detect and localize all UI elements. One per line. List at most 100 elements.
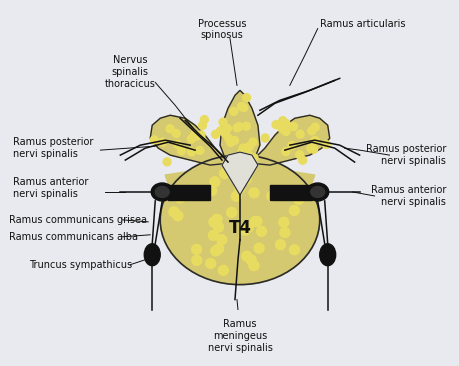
Circle shape	[282, 119, 290, 127]
Circle shape	[308, 127, 316, 135]
Circle shape	[246, 142, 253, 150]
Circle shape	[230, 137, 239, 145]
Circle shape	[231, 191, 241, 201]
Circle shape	[290, 245, 299, 255]
Circle shape	[279, 217, 289, 227]
Circle shape	[249, 261, 259, 270]
Polygon shape	[150, 115, 230, 165]
Text: Processus
spinosus: Processus spinosus	[198, 19, 246, 40]
Circle shape	[288, 142, 296, 150]
Circle shape	[311, 123, 319, 131]
Circle shape	[193, 132, 201, 140]
Circle shape	[213, 222, 224, 232]
Text: T4: T4	[229, 219, 252, 237]
Circle shape	[299, 156, 307, 164]
Circle shape	[257, 226, 267, 236]
Polygon shape	[220, 90, 260, 163]
Circle shape	[230, 107, 238, 115]
Circle shape	[174, 141, 182, 148]
Ellipse shape	[151, 183, 173, 201]
Circle shape	[174, 193, 185, 203]
Circle shape	[235, 184, 245, 194]
Circle shape	[252, 216, 262, 226]
Circle shape	[163, 158, 171, 166]
Circle shape	[280, 228, 290, 238]
Circle shape	[208, 230, 218, 240]
Circle shape	[219, 118, 227, 126]
Polygon shape	[168, 185, 210, 200]
Circle shape	[210, 177, 220, 187]
Circle shape	[267, 191, 277, 201]
Circle shape	[188, 148, 196, 156]
Circle shape	[242, 122, 251, 130]
Ellipse shape	[307, 183, 329, 201]
Circle shape	[278, 125, 286, 133]
Text: Ramus posterior
nervi spinalis: Ramus posterior nervi spinalis	[366, 144, 446, 166]
Text: Nervus
spinalis
thoracicus: Nervus spinalis thoracicus	[105, 56, 156, 89]
Circle shape	[172, 130, 180, 137]
Text: Ramus
meningeus
nervi spinalis: Ramus meningeus nervi spinalis	[207, 320, 272, 353]
Circle shape	[245, 151, 252, 159]
Circle shape	[275, 240, 285, 250]
Polygon shape	[270, 185, 312, 200]
Circle shape	[235, 123, 243, 131]
Circle shape	[178, 147, 185, 155]
Circle shape	[243, 145, 251, 153]
Circle shape	[239, 144, 247, 152]
Polygon shape	[270, 168, 315, 190]
Circle shape	[282, 187, 292, 197]
Circle shape	[279, 117, 287, 125]
Circle shape	[250, 154, 258, 162]
Circle shape	[290, 123, 297, 130]
Circle shape	[224, 124, 231, 132]
Circle shape	[282, 147, 290, 156]
Circle shape	[158, 138, 167, 146]
Circle shape	[282, 128, 290, 135]
Circle shape	[201, 116, 208, 124]
Circle shape	[250, 216, 260, 226]
Circle shape	[176, 192, 186, 202]
Circle shape	[173, 211, 183, 221]
Text: Ramus communicans alba: Ramus communicans alba	[9, 232, 138, 242]
Circle shape	[311, 137, 319, 145]
Circle shape	[221, 130, 229, 137]
Circle shape	[233, 124, 241, 132]
Circle shape	[169, 207, 179, 217]
Circle shape	[294, 194, 303, 204]
Polygon shape	[165, 168, 210, 190]
Circle shape	[166, 125, 174, 133]
Circle shape	[249, 188, 259, 198]
Text: Ramus anterior
nervi spinalis: Ramus anterior nervi spinalis	[13, 177, 88, 199]
Circle shape	[238, 148, 246, 156]
Circle shape	[310, 145, 318, 153]
Circle shape	[242, 251, 252, 261]
Text: Truncus sympathicus: Truncus sympathicus	[28, 260, 132, 270]
Ellipse shape	[320, 244, 336, 266]
Circle shape	[197, 131, 205, 139]
Circle shape	[242, 94, 251, 102]
Circle shape	[192, 255, 202, 265]
Circle shape	[249, 138, 257, 146]
Circle shape	[206, 258, 216, 268]
Circle shape	[261, 134, 269, 142]
Circle shape	[190, 131, 198, 139]
Circle shape	[296, 151, 304, 159]
Circle shape	[219, 169, 230, 179]
Polygon shape	[222, 152, 258, 195]
Text: Ramus communicans grisea: Ramus communicans grisea	[9, 215, 147, 225]
Polygon shape	[250, 115, 330, 165]
Circle shape	[296, 130, 304, 138]
Circle shape	[240, 104, 248, 112]
Circle shape	[272, 121, 280, 128]
Ellipse shape	[160, 155, 320, 285]
Circle shape	[150, 136, 158, 144]
Circle shape	[212, 214, 222, 224]
Circle shape	[209, 217, 219, 227]
Circle shape	[187, 135, 195, 143]
Ellipse shape	[144, 244, 160, 266]
Circle shape	[207, 186, 217, 195]
Circle shape	[254, 243, 264, 253]
Circle shape	[227, 138, 235, 146]
Ellipse shape	[155, 187, 169, 197]
Text: Ramus posterior
nervi spinalis: Ramus posterior nervi spinalis	[13, 137, 93, 159]
